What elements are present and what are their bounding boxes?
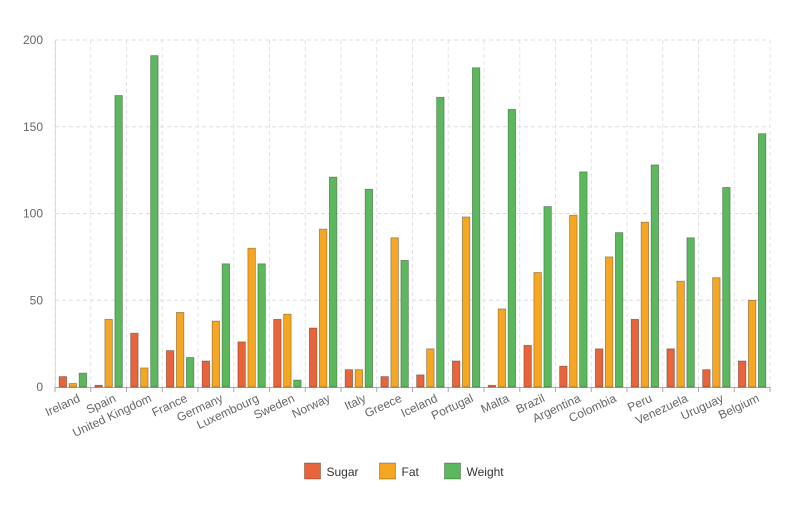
bar-sugar-germany[interactable] [201,360,211,388]
legend-item-sugar[interactable]: Sugar [304,462,359,480]
axes [54,40,771,392]
bar-fat-italy[interactable] [354,369,364,388]
x-tick-label: Belgium [716,391,761,422]
bar-weight-colombia[interactable] [614,232,624,388]
legend-swatch [304,462,321,480]
y-tick-labels: 0 50 100 150 200 [23,33,43,394]
y-tick-label: 100 [23,207,43,221]
bar-sugar-brazil[interactable] [523,344,532,388]
bar-fat-portugal[interactable] [461,216,471,388]
bar-sugar-peru[interactable] [630,318,640,388]
legend-swatch [379,462,396,480]
bar-sugar-portugal[interactable] [451,360,461,388]
bar-weight-venezuela[interactable] [686,237,695,388]
x-tick-label: Malta [479,391,512,416]
legend-label: Sugar [327,465,359,479]
bar-weight-sweden[interactable] [293,379,302,388]
bar-sugar-malta[interactable] [487,384,497,388]
legend-swatch [444,462,461,480]
bar-fat-brazil[interactable] [533,272,542,388]
bar-fat-france[interactable] [175,311,185,388]
bar-fat-germany[interactable] [211,320,221,388]
bar-sugar-ireland[interactable] [58,376,68,388]
bar-fat-malta[interactable] [497,308,507,388]
y-tick-label: 50 [30,293,44,307]
bar-fat-uruguay[interactable] [712,277,721,388]
bar-fat-argentina[interactable] [569,214,578,388]
bar-fat-peru[interactable] [640,221,650,388]
bar-sugar-iceland[interactable] [416,374,425,388]
bar-sugar-venezuela[interactable] [666,348,675,388]
y-tick-label: 200 [23,33,43,47]
bar-fat-sweden[interactable] [283,313,292,388]
bar-weight-brazil[interactable] [543,206,552,388]
bar-weight-portugal[interactable] [471,67,481,388]
bar-fat-belgium[interactable] [747,299,757,388]
bar-sugar-france[interactable] [165,350,175,388]
bar-weight-peru[interactable] [650,164,660,388]
bar-weight-belgium[interactable] [757,133,767,388]
x-tick-label: Norway [290,391,333,421]
bar-fat-spain[interactable] [104,318,113,388]
legend-item-fat[interactable]: Fat [379,462,420,480]
bar-weight-france[interactable] [185,357,195,388]
bar-fat-iceland[interactable] [426,348,435,388]
bar-fat-venezuela[interactable] [676,280,685,388]
bar-weight-greece[interactable] [400,259,409,388]
bar-fat-united-kingdom[interactable] [140,367,149,388]
bar-weight-norway[interactable] [328,176,338,388]
y-tick-label: 150 [23,120,43,134]
bar-weight-ireland[interactable] [78,372,88,388]
bar-fat-norway[interactable] [318,228,328,388]
bar-weight-united-kingdom[interactable] [150,55,159,388]
bar-fat-luxembourg[interactable] [247,247,256,388]
x-tick-label: Sweden [251,391,296,422]
bar-sugar-luxembourg[interactable] [237,341,246,388]
bar-fat-ireland[interactable] [68,383,78,388]
bar-fat-colombia[interactable] [604,256,614,388]
bar-sugar-greece[interactable] [380,376,389,388]
bar-sugar-colombia[interactable] [594,348,604,388]
y-tick-label: 0 [36,380,43,394]
bar-weight-italy[interactable] [364,188,374,388]
legend-label: Fat [402,465,420,479]
bar-fat-greece[interactable] [390,237,399,388]
bar-weight-spain[interactable] [114,95,123,388]
bar-weight-argentina[interactable] [579,171,588,388]
bar-weight-luxembourg[interactable] [257,263,266,388]
bar-weight-germany[interactable] [221,263,231,388]
bar-sugar-belgium[interactable] [737,360,747,388]
bar-weight-malta[interactable] [507,109,517,388]
bar-sugar-uruguay[interactable] [702,369,711,388]
bar-weight-uruguay[interactable] [722,187,731,388]
legend: Sugar Fat Weight [304,462,505,480]
legend-label: Weight [467,465,505,479]
bar-weight-iceland[interactable] [436,96,445,388]
legend-item-weight[interactable]: Weight [444,462,505,480]
grid-lines [54,39,771,387]
bar-sugar-spain[interactable] [94,384,103,388]
x-tick-label: Ireland [43,391,82,419]
bar-sugar-sweden[interactable] [273,318,282,388]
bar-sugar-norway[interactable] [308,327,318,388]
x-tick-label: Greece [362,391,404,420]
bars [58,55,767,388]
bar-sugar-united-kingdom[interactable] [130,332,139,388]
bar-sugar-italy[interactable] [344,369,354,388]
bar-sugar-argentina[interactable] [559,365,568,388]
